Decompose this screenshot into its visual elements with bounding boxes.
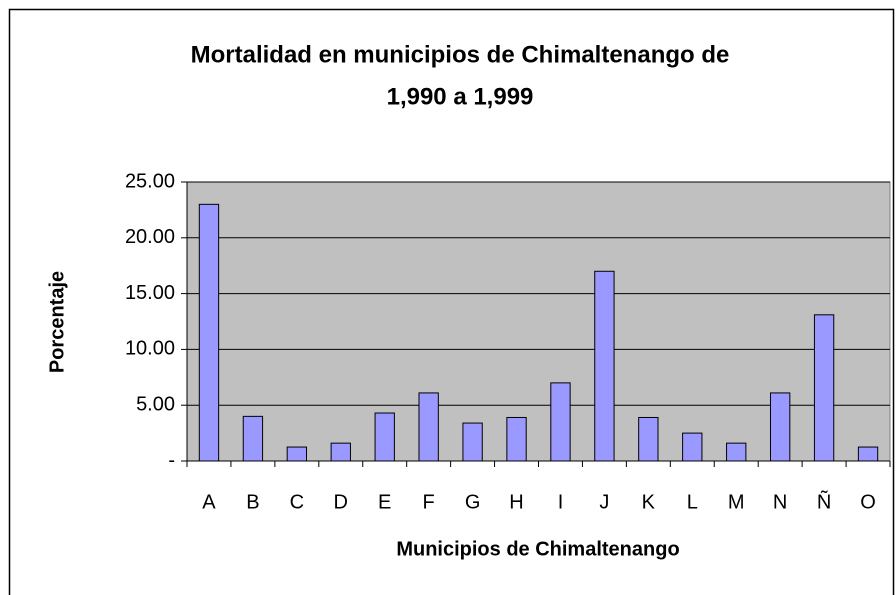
bar	[198, 203, 220, 462]
y-tick-label: 15.00	[125, 282, 175, 304]
y-tick-label: 20.00	[125, 226, 175, 248]
bar	[286, 446, 308, 462]
x-tick-label: D	[334, 491, 348, 513]
x-axis-title: Municipios de Chimaltenango	[396, 538, 679, 560]
bar	[506, 416, 527, 462]
x-tick-label: F	[423, 491, 435, 513]
x-tick-label: A	[202, 491, 216, 513]
x-tick-label: E	[378, 491, 391, 513]
x-tick-label: N	[773, 491, 787, 513]
bar	[813, 314, 835, 462]
x-tick-label: L	[687, 491, 698, 513]
x-tick-label: B	[246, 491, 259, 513]
x-tick-label: I	[558, 491, 564, 513]
bar	[594, 270, 615, 462]
bar	[638, 416, 659, 462]
x-tick-label: O	[860, 491, 876, 513]
bar	[374, 412, 395, 462]
chart-title: Mortalidad en municipios de Chimaltenang…	[191, 41, 730, 68]
bar	[462, 422, 483, 462]
x-tick-label: G	[465, 491, 481, 513]
chart-title: 1,990 a 1,999	[387, 83, 534, 110]
bar	[242, 415, 264, 462]
y-axis-title: Porcentaje	[46, 271, 68, 373]
bar	[682, 432, 703, 462]
bar	[418, 392, 439, 462]
x-tick-label: C	[290, 491, 304, 513]
x-tick-label: J	[599, 491, 609, 513]
y-tick-label: 5.00	[136, 393, 175, 415]
chart-border	[8, 8, 895, 595]
bar	[769, 392, 791, 462]
bar	[726, 442, 747, 462]
y-tick-label: 25.00	[125, 170, 175, 192]
x-tick-label: H	[509, 491, 523, 513]
x-tick-label: M	[728, 491, 745, 513]
y-tick-label: -	[168, 449, 175, 471]
y-tick-label: 10.00	[125, 338, 175, 360]
x-tick-label: K	[642, 491, 656, 513]
bar	[330, 442, 351, 462]
x-tick-label: Ñ	[817, 489, 831, 513]
bar	[550, 382, 571, 462]
bar	[857, 446, 879, 462]
